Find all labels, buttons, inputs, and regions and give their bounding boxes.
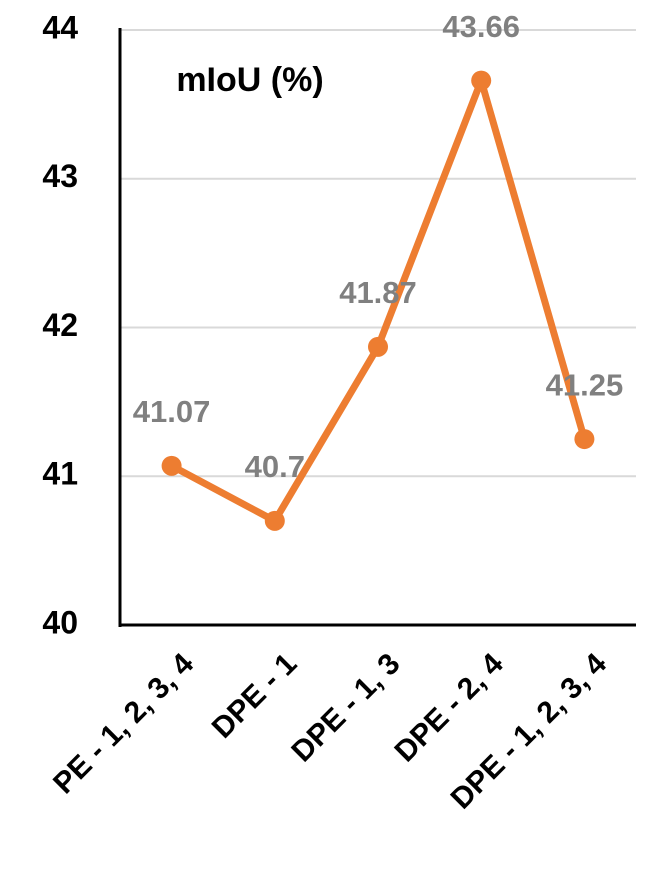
x-tick-label: DPE - 1	[206, 647, 304, 745]
x-tick-label: PE - 1, 2, 3, 4	[47, 647, 200, 800]
x-tick-label: DPE - 1, 3	[285, 647, 406, 768]
y-tick-label: 40	[42, 604, 78, 640]
chart-title: mIoU (%)	[176, 61, 323, 99]
y-tick-label: 44	[42, 9, 78, 45]
marker	[161, 455, 182, 476]
value-label: 43.66	[442, 9, 520, 44]
marker	[368, 336, 388, 357]
marker	[574, 429, 595, 450]
value-label: 40.7	[245, 449, 305, 484]
value-label: 41.25	[546, 367, 624, 402]
y-tick-label: 43	[42, 158, 78, 194]
marker	[471, 70, 492, 91]
value-label: 41.87	[339, 275, 417, 310]
marker	[264, 510, 285, 531]
y-tick-label: 41	[42, 456, 78, 492]
y-tick-label: 42	[42, 307, 78, 343]
value-label: 41.07	[133, 394, 211, 429]
